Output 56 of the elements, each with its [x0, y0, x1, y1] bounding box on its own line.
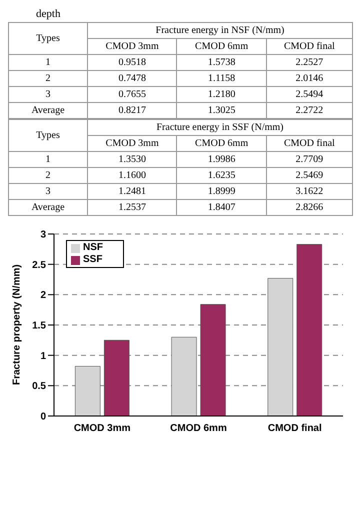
data-label: 1.2180	[176, 86, 266, 102]
category-label: CMOD final	[266, 38, 352, 54]
data-label: 2.5469	[266, 168, 352, 184]
data-label: 1.3025	[176, 102, 266, 118]
category-label: CMOD 3mm	[88, 38, 177, 54]
data-label: 0.9518	[88, 54, 177, 70]
data-label: 1.8999	[176, 184, 266, 200]
category-label: CMOD final	[266, 136, 352, 152]
y-tick-label: 1	[40, 350, 46, 362]
data-label: 2.0146	[266, 70, 352, 86]
text: depth	[35, 8, 62, 22]
bar	[171, 336, 197, 416]
category-label: CMOD 6mm	[176, 136, 266, 152]
data-label: 1.6235	[176, 168, 266, 184]
data-label: 1.8407	[176, 200, 266, 216]
category-label: CMOD 6mm	[176, 38, 266, 54]
data-label: 1.2537	[88, 200, 177, 216]
bar	[268, 278, 294, 416]
data-label: 2.7709	[266, 152, 352, 168]
data-label: 0.8217	[88, 102, 177, 118]
legend-label: NSF	[83, 242, 103, 254]
data-label: 2.5494	[266, 86, 352, 102]
legend-label: SSF	[83, 254, 102, 266]
data-label: 1.5738	[176, 54, 266, 70]
y-tick-label: 1.5	[32, 320, 46, 332]
text: Fracture energy in SSF (N/mm)	[88, 120, 352, 136]
text: Fracture energy in NSF (N/mm)	[88, 22, 352, 38]
data-label: 1.1600	[88, 168, 177, 184]
y-tick-label: 0	[40, 412, 46, 423]
y-tick-label: 2	[40, 290, 46, 302]
bar	[104, 340, 130, 416]
data-label: 2.2722	[266, 102, 352, 118]
data-label: 0.7655	[88, 86, 177, 102]
data-label: 1.1158	[176, 70, 266, 86]
data-label: 1.2481	[88, 184, 177, 200]
y-tick-label: 3	[40, 230, 46, 241]
x-tick-label: CMOD final	[268, 423, 322, 434]
y-tick-label: 0.5	[32, 381, 46, 392]
category-label: CMOD 3mm	[88, 136, 177, 152]
text: Types	[8, 22, 88, 54]
bar	[74, 366, 100, 416]
data-label: 2.8266	[266, 200, 352, 216]
y-tick-label: 2.5	[32, 260, 46, 271]
x-tick-label: CMOD 3mm	[74, 423, 131, 434]
text: Average	[8, 200, 88, 216]
bar	[200, 304, 226, 416]
data-label: 1.9986	[176, 152, 266, 168]
data-label: 1.3530	[88, 152, 177, 168]
bar	[296, 244, 322, 416]
data-label: 3.1622	[266, 184, 352, 200]
data-label: 2.2527	[266, 54, 352, 70]
x-tick-label: CMOD 6mm	[170, 423, 227, 434]
text: Average	[8, 102, 88, 118]
data-label: 0.7478	[88, 70, 177, 86]
y-axis-title: Fracture property (N/mm)	[12, 264, 23, 385]
text: Types	[8, 120, 88, 152]
